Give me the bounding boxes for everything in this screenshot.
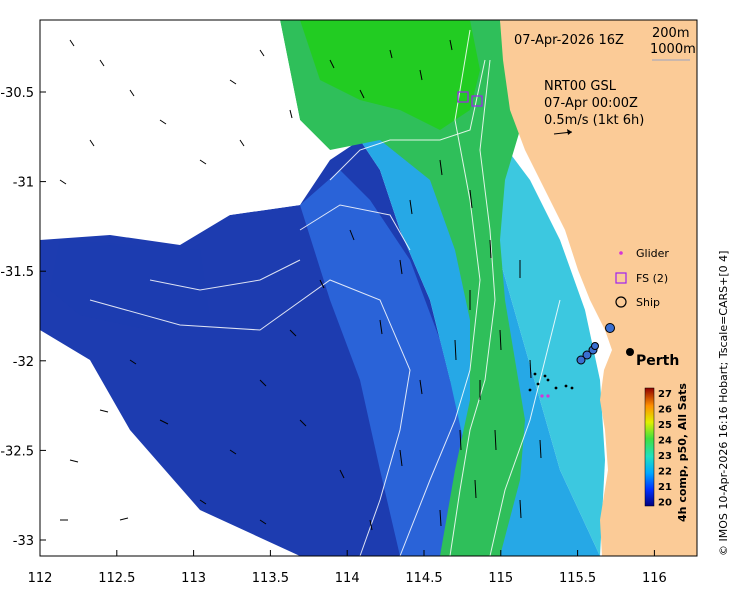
x-tick-label: 112 [28,571,53,586]
cloud-gap [40,20,330,235]
current-time: 07-Apr 00:00Z [544,96,638,111]
x-axis: 112 112.5 113 113.5 114 114.5 115 115.5 116 [28,550,667,586]
y-tick-label: -31.5 [0,265,34,280]
y-axis: -30.5 -31 -31.5 -32 -32.5 -33 [0,86,46,549]
x-tick-label: 113 [181,571,206,586]
colorbar-tick-label: 27 [658,389,672,400]
plot-frame [39,19,698,557]
sst-shelf-cyan [485,140,605,556]
scale-arrow-icon [553,129,573,135]
colorbar-ticks: 27 26 25 24 23 22 21 20 [658,389,672,509]
ship-markers [576,323,615,365]
y-tick-label: -33 [13,534,34,549]
sst-warm-core [300,20,480,130]
contour-label-200m: 200m [652,26,689,41]
colorbar-tick-label: 23 [658,451,672,462]
x-tick-label: 114.5 [405,571,442,586]
glider-track [528,372,574,398]
y-tick-label: -32.5 [0,444,34,459]
colorbar-tick-label: 20 [658,498,672,509]
colorbar-tick-label: 24 [658,436,672,447]
x-tick-label: 112.5 [98,571,135,586]
x-tick-label: 115.5 [559,571,596,586]
colorbar-tick-label: 22 [658,467,672,478]
circle-icon [615,296,627,308]
current-source: NRT00 GSL [544,79,617,94]
contour-label-1000m: 1000m [650,42,696,57]
fs-square-icon [471,95,483,107]
square-icon [615,272,627,284]
sst-mid-water [300,170,470,556]
y-tick-label: -30.5 [0,86,34,101]
perth-marker-icon [626,348,634,356]
y-tick-label: -31 [13,176,34,191]
date-label: 07-Apr-2026 16Z [514,33,624,48]
legend-ship: Ship [636,296,660,309]
glider-dot-icon [619,251,623,255]
colorbar-tick-label: 26 [658,405,672,416]
x-tick-label: 113.5 [252,571,289,586]
legend-fs: FS (2) [636,272,668,285]
city-label: Perth [636,353,679,369]
vector-scale: 0.5m/s (1kt 6h) [544,113,644,128]
current-vectors [59,39,542,531]
colorbar [644,387,655,507]
colorbar-tick-label: 21 [658,482,672,493]
colorbar-tick-label: 25 [658,420,672,431]
sst-warm-band [280,20,525,556]
x-tick-label: 115 [488,571,513,586]
credit-text: © IMOS 10-Apr-2026 16:16 Hobart; Tscale=… [717,251,730,556]
scatter-patch [50,240,210,330]
colorbar-title: 4h comp, p50, All Sats [676,383,689,522]
bathymetry-contours [89,29,561,556]
x-tick-label: 114 [335,571,360,586]
legend-glider: Glider [636,247,669,260]
fs-square-icon [457,91,469,103]
x-tick-label: 116 [642,571,667,586]
y-tick-label: -32 [13,355,34,370]
